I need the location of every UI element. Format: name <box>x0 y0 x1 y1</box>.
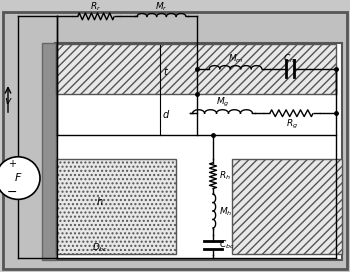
Text: h: h <box>97 197 103 207</box>
Text: $R_r$: $R_r$ <box>90 1 101 14</box>
Bar <box>42 42 56 260</box>
Text: $C_{bc}$: $C_{bc}$ <box>219 239 235 251</box>
Text: t: t <box>163 67 167 77</box>
Text: −: − <box>7 186 17 199</box>
Text: $D_{bc}$: $D_{bc}$ <box>92 242 108 254</box>
Text: $M_h$: $M_h$ <box>219 206 232 218</box>
Text: $R_g$: $R_g$ <box>286 118 298 131</box>
Text: +: + <box>8 159 16 169</box>
Circle shape <box>0 157 40 199</box>
Text: $M_r$: $M_r$ <box>155 1 167 14</box>
Text: $R_h$: $R_h$ <box>219 170 231 183</box>
Bar <box>56 159 176 254</box>
Text: $M_m$: $M_m$ <box>228 52 244 65</box>
Bar <box>56 44 336 94</box>
Text: $M_g$: $M_g$ <box>216 96 230 109</box>
Bar <box>232 159 342 254</box>
Text: F: F <box>15 173 21 183</box>
Bar <box>55 42 342 260</box>
Text: d: d <box>163 110 169 120</box>
Text: v: v <box>5 96 11 106</box>
Text: $C_m$: $C_m$ <box>283 52 297 65</box>
